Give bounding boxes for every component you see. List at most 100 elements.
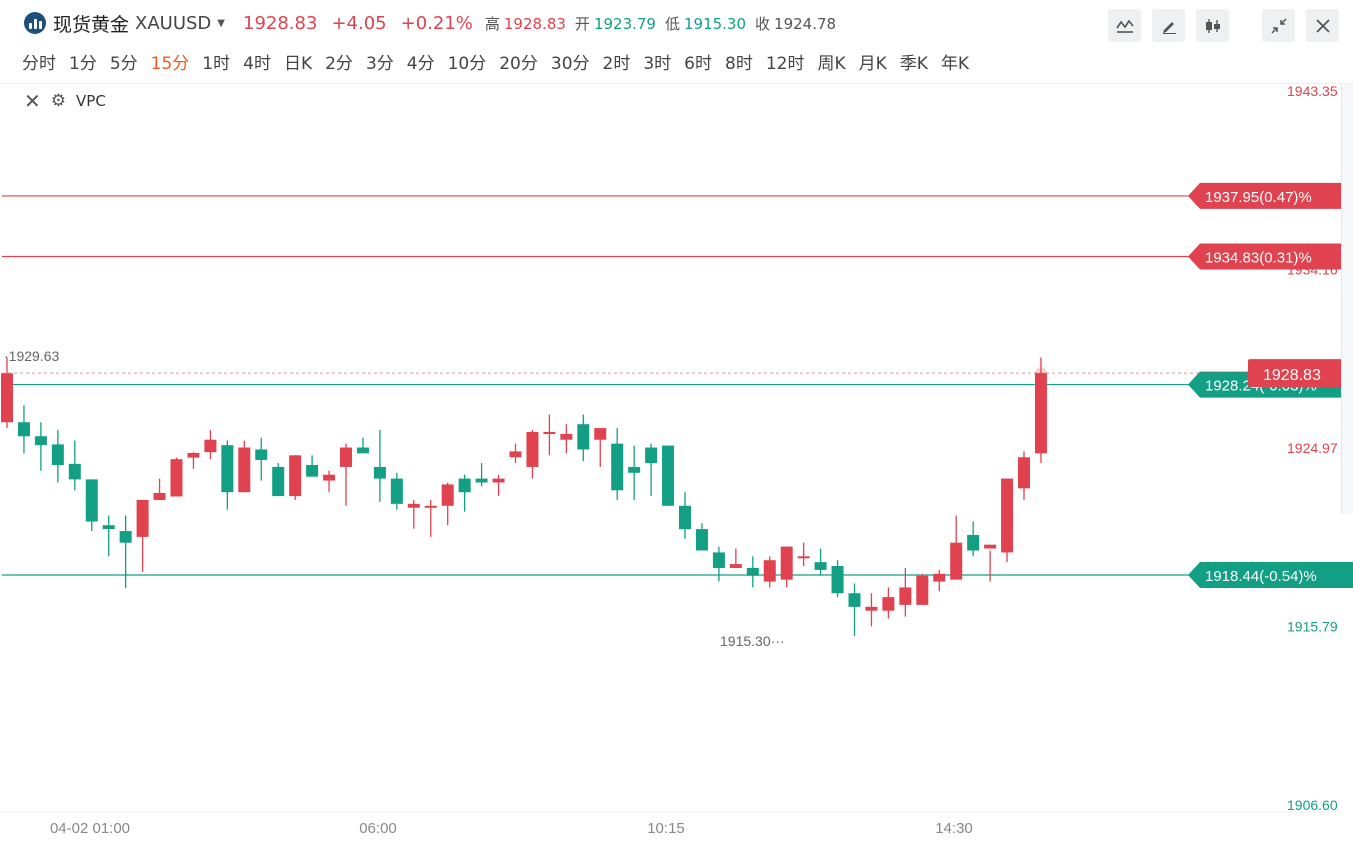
candle-body[interactable]: [509, 451, 522, 458]
timeframe-tab[interactable]: 分时: [22, 54, 56, 74]
candle-body[interactable]: [712, 552, 725, 568]
candle-body[interactable]: [390, 478, 403, 504]
candle-body[interactable]: [458, 478, 471, 493]
candle-body[interactable]: [204, 439, 217, 453]
candle-body[interactable]: [814, 562, 827, 570]
candle-body[interactable]: [170, 459, 183, 497]
shrink-icon[interactable]: [1262, 9, 1295, 42]
timeframe-tab[interactable]: 3分: [365, 54, 394, 74]
timeframe-tab[interactable]: 5分: [109, 54, 138, 74]
candle-body[interactable]: [356, 447, 369, 454]
candle-body[interactable]: [153, 492, 166, 500]
timeframe-tab[interactable]: 2时: [602, 54, 631, 74]
timeframe-tab[interactable]: 周K: [817, 54, 846, 74]
candle-body[interactable]: [628, 466, 641, 473]
candle-body[interactable]: [526, 431, 539, 467]
timeframe-tab[interactable]: 4时: [243, 54, 271, 74]
candle-body[interactable]: [611, 443, 624, 491]
candle-body[interactable]: [1, 373, 13, 423]
last-price-tag[interactable]: [1248, 359, 1353, 388]
timeframe-tab[interactable]: 20分: [499, 54, 538, 74]
scrollbar[interactable]: [1341, 84, 1353, 514]
candle-body[interactable]: [255, 449, 268, 460]
candle-body[interactable]: [17, 422, 30, 437]
candle-body[interactable]: [238, 447, 251, 493]
candle-body[interactable]: [780, 546, 793, 580]
candle-body[interactable]: [187, 452, 200, 458]
candle-body[interactable]: [1034, 373, 1047, 454]
candle-body[interactable]: [695, 529, 708, 551]
timeframe-tab[interactable]: 2分: [325, 54, 353, 74]
candle-body[interactable]: [407, 503, 420, 508]
candle-body[interactable]: [1001, 478, 1014, 553]
candle-body[interactable]: [543, 431, 556, 434]
candle-body[interactable]: [272, 466, 285, 497]
chevron-down-icon[interactable]: ▼: [217, 17, 225, 29]
candle-body[interactable]: [831, 566, 844, 594]
candle-body[interactable]: [848, 593, 861, 607]
candle-body[interactable]: [306, 465, 319, 477]
candle-body[interactable]: [865, 606, 878, 611]
candle-body[interactable]: [746, 567, 759, 576]
candle-body[interactable]: [899, 587, 912, 605]
timeframe-tab[interactable]: 1时: [202, 54, 231, 74]
candle-body[interactable]: [340, 447, 352, 467]
candles-icon[interactable]: [1196, 9, 1229, 42]
timeframe-tab[interactable]: 10分: [447, 54, 487, 74]
close-icon[interactable]: [1306, 9, 1339, 42]
candle-body[interactable]: [34, 436, 47, 446]
candle-body[interactable]: [475, 478, 488, 483]
candle-body[interactable]: [221, 445, 234, 493]
candle-body[interactable]: [950, 542, 963, 580]
candle-body[interactable]: [577, 424, 590, 450]
candle-body[interactable]: [797, 556, 810, 559]
price-line-tag[interactable]: [1188, 561, 1353, 588]
price-line-tag[interactable]: [1188, 243, 1353, 270]
candle-body[interactable]: [373, 466, 386, 479]
timeframe-tab[interactable]: 3时: [643, 54, 672, 74]
candle-body[interactable]: [594, 428, 607, 440]
candle-body[interactable]: [1018, 457, 1030, 489]
candle-body[interactable]: [729, 564, 742, 568]
candle-body[interactable]: [560, 433, 573, 440]
candle-body[interactable]: [323, 474, 336, 481]
candle-body[interactable]: [662, 445, 675, 506]
timeframe-tab[interactable]: 6时: [684, 54, 712, 74]
timeframe-tab[interactable]: 1分: [69, 54, 97, 74]
timeframe-tab[interactable]: 季K: [899, 54, 928, 74]
candle-body[interactable]: [424, 505, 437, 508]
timeframe-tab[interactable]: 日K: [283, 54, 313, 74]
candle-body[interactable]: [645, 447, 658, 464]
candle-body[interactable]: [102, 525, 115, 530]
candle-body[interactable]: [763, 560, 776, 582]
timeframe-tab[interactable]: 月K: [858, 54, 887, 74]
candle-body[interactable]: [967, 534, 980, 551]
price-line-tag[interactable]: [1188, 182, 1353, 209]
timeframe-tab[interactable]: 12时: [765, 54, 805, 74]
candle-body[interactable]: [136, 499, 149, 537]
candle-body[interactable]: [933, 573, 946, 582]
symbol-code[interactable]: XAUUSD: [135, 12, 212, 34]
candle-body[interactable]: [85, 479, 98, 522]
candle-body[interactable]: [882, 597, 895, 611]
timeframe-tab[interactable]: 4分: [406, 54, 435, 74]
candle-body[interactable]: [289, 455, 302, 497]
candle-body[interactable]: [984, 544, 997, 549]
candle-body[interactable]: [441, 484, 454, 506]
timeframe-tab[interactable]: 30分: [550, 54, 590, 74]
timeframe-tab[interactable]: 8时: [725, 54, 753, 74]
close-indicator-icon[interactable]: ✕: [24, 89, 41, 113]
candle-body[interactable]: [68, 463, 81, 480]
symbol-name[interactable]: 现货黄金: [53, 13, 130, 36]
candle-body[interactable]: [119, 531, 132, 543]
timeframe-tab[interactable]: 15分: [150, 54, 190, 74]
candle-body[interactable]: [492, 478, 505, 483]
pencil-icon[interactable]: [1152, 9, 1185, 42]
gear-icon[interactable]: ⚙: [50, 91, 67, 111]
line-chart-icon[interactable]: [1108, 9, 1141, 42]
timeframe-tab[interactable]: 年K: [940, 54, 970, 74]
candle-body[interactable]: [679, 505, 691, 530]
candle-body[interactable]: [51, 444, 64, 465]
candle-body[interactable]: [916, 575, 929, 605]
